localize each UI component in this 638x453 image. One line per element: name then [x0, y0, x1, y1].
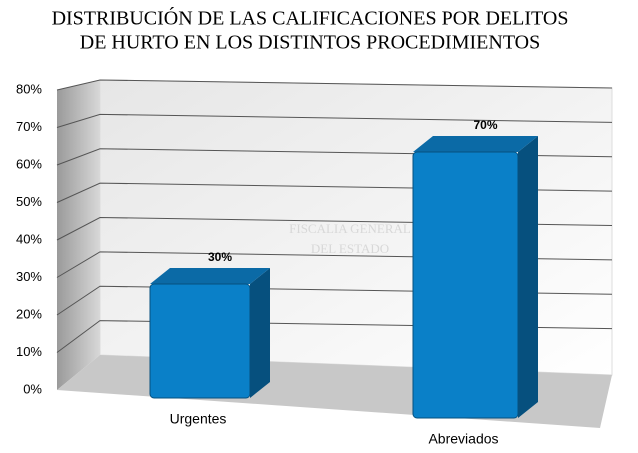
x-tick-label: Abreviados	[428, 431, 498, 447]
chart-title: DE HURTO EN LOS DISTINTOS PROCEDIMIENTOS	[80, 32, 541, 54]
y-tick-label: 80%	[16, 81, 42, 96]
y-tick-label: 10%	[16, 344, 42, 359]
y-tick-label: 0%	[23, 381, 42, 396]
y-tick-label: 40%	[16, 231, 42, 246]
data-label: 30%	[208, 250, 232, 264]
bar-side	[518, 136, 538, 418]
bar	[149, 268, 270, 399]
x-tick-label: Urgentes	[170, 411, 227, 427]
side-wall	[57, 80, 100, 390]
watermark: DEL ESTADO	[311, 241, 389, 256]
bar-front	[412, 151, 519, 419]
chart-title: DISTRIBUCIÓN DE LAS CALIFICACIONES POR D…	[52, 6, 569, 30]
grid-line	[56, 113, 613, 128]
y-tick-label: 30%	[16, 269, 42, 284]
y-tick-label: 70%	[16, 119, 42, 134]
bar	[412, 136, 538, 419]
y-tick-label: 50%	[16, 194, 42, 209]
y-tick-label: 20%	[16, 306, 42, 321]
grid-line	[56, 79, 613, 91]
bar-top	[413, 136, 538, 152]
bar-side	[250, 268, 270, 398]
watermark: FISCALIA GENERAL	[289, 221, 411, 236]
bar-front	[149, 283, 251, 399]
bar-top	[150, 268, 270, 284]
data-label: 70%	[473, 118, 497, 132]
y-tick-label: 60%	[16, 156, 42, 171]
